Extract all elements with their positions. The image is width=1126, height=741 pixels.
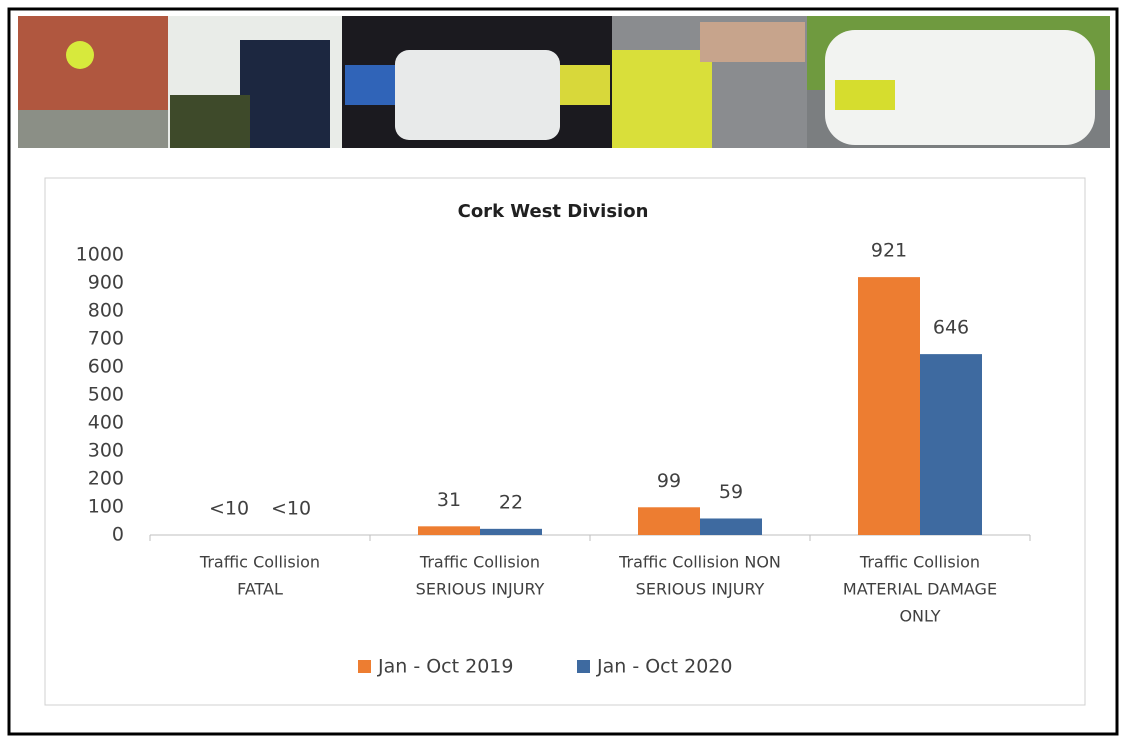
photo [345, 65, 395, 105]
legend-swatch [358, 660, 371, 673]
x-tick-label: Traffic Collision [419, 553, 540, 572]
photo [66, 41, 94, 69]
bar [700, 518, 762, 535]
bar [418, 526, 480, 535]
y-tick-label: 500 [88, 384, 124, 406]
data-label: 31 [437, 489, 461, 511]
data-label: 59 [719, 481, 743, 503]
data-label: <10 [271, 498, 311, 520]
bar [858, 277, 920, 535]
photo [18, 110, 168, 148]
y-tick-label: 900 [88, 272, 124, 294]
y-tick-label: 0 [112, 524, 124, 546]
photo [240, 40, 330, 148]
y-tick-label: 700 [88, 328, 124, 350]
legend-label: Jan - Oct 2020 [596, 656, 732, 678]
bar [638, 507, 700, 535]
data-label: 99 [657, 470, 681, 492]
x-tick-label: MATERIAL DAMAGE [843, 580, 997, 599]
bar [920, 354, 982, 535]
photo [700, 22, 805, 62]
chart-title: Cork West Division [458, 201, 649, 222]
photo [395, 50, 560, 140]
photo [835, 80, 895, 110]
data-label: 921 [871, 240, 907, 262]
bar [480, 529, 542, 535]
y-tick-label: 300 [88, 440, 124, 462]
page: Cork West Division 0 100 200 300 400 500 600 70… [0, 0, 1126, 741]
photo [560, 65, 610, 105]
data-label: 646 [933, 317, 969, 339]
data-label: <10 [209, 498, 249, 520]
photo-banner [18, 16, 1110, 148]
legend-label: Jan - Oct 2019 [377, 656, 513, 678]
data-label: 22 [499, 491, 523, 513]
y-tick-label: 800 [88, 300, 124, 322]
x-tick-label: Traffic Collision [199, 553, 320, 572]
y-tick-label: 200 [88, 468, 124, 490]
x-tick-label: SERIOUS INJURY [636, 580, 765, 599]
photo [612, 50, 712, 148]
photo [170, 95, 250, 148]
x-tick-label: SERIOUS INJURY [416, 580, 545, 599]
x-tick-label: Traffic Collision NON [618, 553, 781, 572]
y-tick-label: 600 [88, 356, 124, 378]
y-tick-label: 400 [88, 412, 124, 434]
y-tick-label: 1000 [76, 244, 124, 266]
x-tick-label: FATAL [237, 580, 283, 599]
legend-swatch [577, 660, 590, 673]
x-tick-label: Traffic Collision [859, 553, 980, 572]
x-tick-label: ONLY [899, 607, 940, 626]
y-tick-label: 100 [88, 496, 124, 518]
